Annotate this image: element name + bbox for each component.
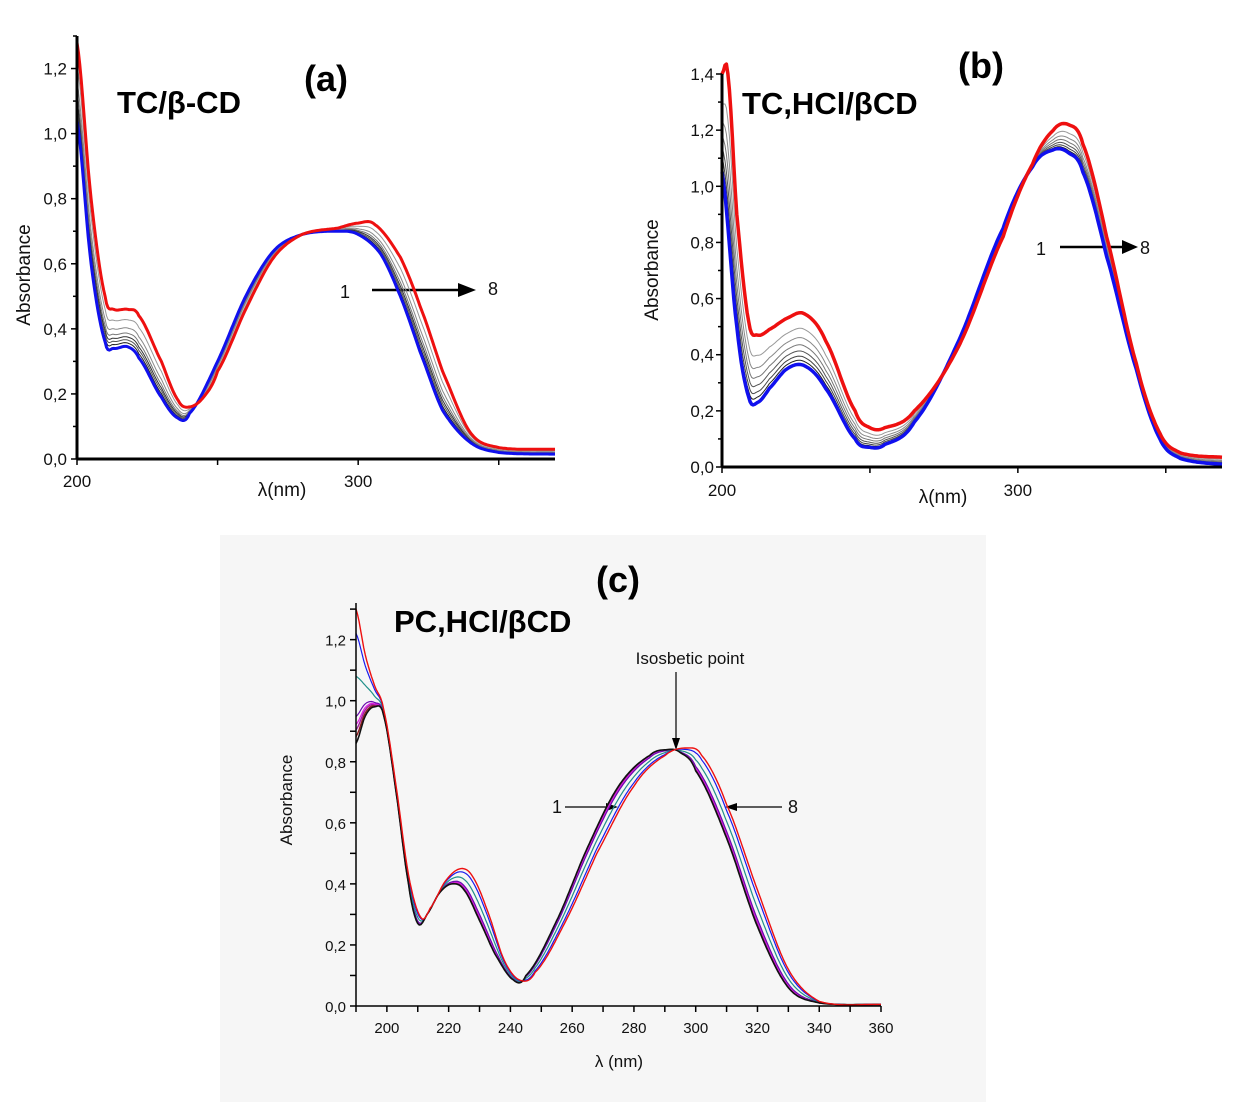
y-tick-label: 0,2 bbox=[690, 402, 714, 421]
x-tick-label: 300 bbox=[1004, 481, 1032, 500]
panel-a-series-4 bbox=[76, 100, 556, 454]
panel-a-series-5 bbox=[76, 92, 556, 453]
panel-c-series-1 bbox=[355, 705, 881, 1006]
panel-a-plot: 200 300 0,0 0,2 0,4 0,6 0,8 1,0 1,2 bbox=[43, 35, 556, 491]
x-tick-label: 300 bbox=[344, 472, 372, 491]
panel-b-series-8 bbox=[720, 62, 1223, 459]
x-tick-label: 280 bbox=[621, 1020, 646, 1037]
panel-b-ylabel: Absorbance bbox=[642, 219, 663, 320]
panel-b-label: (b) bbox=[958, 45, 1004, 86]
y-tick-label: 0,6 bbox=[325, 816, 346, 833]
y-tick-label: 0,8 bbox=[43, 190, 67, 209]
x-tick-label: 300 bbox=[683, 1020, 708, 1037]
x-tick-label: 320 bbox=[745, 1020, 770, 1037]
x-tick-label: 220 bbox=[436, 1020, 461, 1037]
panel-a-series-2 bbox=[76, 112, 555, 455]
y-tick-label: 1,0 bbox=[325, 694, 346, 711]
panel-a-arrow-end-label: 8 bbox=[488, 279, 498, 299]
panel-a-ylabel: Absorbance bbox=[14, 224, 35, 325]
y-tick-label: 0,0 bbox=[43, 450, 67, 469]
panel-c-label: (c) bbox=[596, 559, 640, 600]
panel-c-xlabel: λ (nm) bbox=[595, 1052, 643, 1071]
panel-a-series-7 bbox=[76, 64, 555, 452]
panel-a-xlabel: λ(nm) bbox=[258, 480, 307, 501]
panel-c-plot: 200 220 240 260 280 300 320 340 360 0,0 0,2 0,4 0,6 0… bbox=[325, 603, 894, 1037]
y-tick-label: 0,6 bbox=[43, 255, 67, 274]
y-tick-label: 0,6 bbox=[690, 290, 714, 309]
y-tick-label: 1,2 bbox=[43, 60, 67, 79]
panel-a-title: TC/β-CD bbox=[117, 85, 241, 120]
x-tick-label: 260 bbox=[560, 1020, 585, 1037]
panel-a-arrowhead bbox=[458, 283, 476, 297]
y-tick-label: 0,4 bbox=[325, 877, 346, 894]
panel-b-series-4 bbox=[721, 141, 1223, 463]
panel-a-series-3 bbox=[76, 106, 555, 454]
panel-a-label: (a) bbox=[304, 58, 348, 99]
panel-b-plot: 200 300 0,0 0,2 0,4 0,6 0,8 1,0 1,2 1,4 bbox=[690, 62, 1223, 500]
panel-c-arrow-start-label: 1 bbox=[552, 797, 562, 817]
x-tick-label: 200 bbox=[708, 481, 736, 500]
panel-c-arrowhead-8 bbox=[725, 803, 737, 811]
panel-b-arrow-end-label: 8 bbox=[1140, 238, 1150, 258]
x-tick-label: 360 bbox=[868, 1020, 893, 1037]
panel-c: (c) PC,HCl/βCD λ (nm) Absorbance Isosbet… bbox=[277, 559, 798, 1071]
panel-a: (a) TC/β-CD λ(nm) Absorbance 1 8 bbox=[14, 58, 498, 501]
panel-b-arrow-start-label: 1 bbox=[1036, 239, 1046, 259]
y-tick-label: 0,0 bbox=[325, 999, 346, 1016]
isosbestic-arrowhead bbox=[672, 738, 680, 750]
y-tick-label: 0,2 bbox=[325, 938, 346, 955]
x-tick-label: 200 bbox=[374, 1020, 399, 1037]
y-tick-label: 1,0 bbox=[690, 177, 714, 196]
isosbestic-label: Isosbetic point bbox=[636, 649, 745, 668]
panel-a-series-8 bbox=[75, 42, 556, 451]
y-tick-label: 0,2 bbox=[43, 385, 67, 404]
panel-c-title: PC,HCl/βCD bbox=[394, 604, 571, 639]
panel-b-series-1 bbox=[720, 146, 1223, 466]
y-tick-label: 1,4 bbox=[690, 65, 714, 84]
panel-a-arrow-start-label: 1 bbox=[340, 282, 350, 302]
y-tick-label: 0,4 bbox=[43, 320, 67, 339]
x-tick-label: 240 bbox=[498, 1020, 523, 1037]
panel-c-series-8 bbox=[355, 608, 882, 1006]
panel-c-series-6 bbox=[355, 675, 882, 1006]
x-tick-label: 340 bbox=[807, 1020, 832, 1037]
panel-c-arrow-end-label: 8 bbox=[788, 797, 798, 817]
panel-b-xlabel: λ(nm) bbox=[919, 487, 968, 508]
x-tick-label: 200 bbox=[63, 472, 91, 491]
panel-b-arrowhead bbox=[1122, 240, 1138, 254]
panel-b: (b) TC,HCl/βCD λ(nm) Absorbance 1 8 bbox=[642, 45, 1150, 508]
y-tick-label: 1,0 bbox=[43, 125, 67, 144]
panel-b-series-5 bbox=[721, 134, 1223, 462]
y-tick-label: 1,2 bbox=[325, 633, 346, 650]
panel-c-ylabel: Absorbance bbox=[277, 755, 296, 846]
y-tick-label: 0,8 bbox=[325, 755, 346, 772]
panel-a-series-1 bbox=[75, 120, 556, 456]
panel-b-title: TC,HCl/βCD bbox=[742, 86, 918, 121]
y-tick-label: 0,4 bbox=[690, 346, 714, 365]
y-tick-label: 0,8 bbox=[690, 233, 714, 252]
panel-a-series-6 bbox=[76, 81, 555, 453]
y-tick-label: 0,0 bbox=[690, 458, 714, 477]
y-tick-label: 1,2 bbox=[690, 121, 714, 140]
